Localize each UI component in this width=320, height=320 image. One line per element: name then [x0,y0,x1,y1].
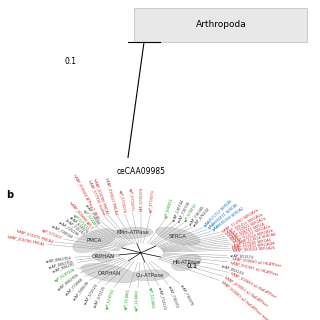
FancyBboxPatch shape [134,8,307,42]
Text: 1 hANP_111816 SERCA6: 1 hANP_111816 SERCA6 [233,232,276,246]
Text: 0.1: 0.1 [186,263,198,269]
Text: bhAP_715261: bhAP_715261 [64,218,86,236]
Text: agP_571515: agP_571515 [71,213,89,231]
Ellipse shape [112,228,153,238]
Text: ORPHAN: ORPHAN [92,254,115,259]
Text: agP_571507c: agP_571507c [128,188,134,212]
Text: agP_519710b: agP_519710b [54,268,76,283]
Text: anAP_728044: anAP_728044 [51,224,74,239]
Text: hANP_005504 ATPase1 (BHK): hANP_005504 ATPase1 (BHK) [73,173,101,221]
Text: 0.1: 0.1 [64,57,76,66]
Text: hANP_001997 a1 HK-ATPase: hANP_001997 a1 HK-ATPase [230,260,279,276]
Text: anAP_736385: anAP_736385 [188,204,205,226]
Ellipse shape [172,254,201,271]
Text: hANP_000660 a2 HK-ATPase: hANP_000660 a2 HK-ATPase [232,256,281,267]
Text: HK-ATPase: HK-ATPase [172,260,201,265]
Text: agP_571507b: agP_571507b [118,189,126,214]
Text: hANP_770921 SERCA1a: hANP_770921 SERCA1a [226,216,266,238]
Text: hANP_777036 SERCA6: hANP_777036 SERCA6 [231,237,271,248]
Text: anAP_773866: anAP_773866 [64,276,84,296]
Text: hAP_571507d: hAP_571507d [139,187,143,212]
Text: SERCA: SERCA [169,234,187,239]
Text: agP_519710: agP_519710 [105,288,115,310]
Ellipse shape [81,263,138,283]
Text: anAP_714666: anAP_714666 [84,203,100,226]
Text: agP_871507e: agP_871507e [149,189,155,213]
Ellipse shape [131,270,169,281]
Text: anAP_806291: anAP_806291 [52,261,76,273]
Text: agP_571507: agP_571507 [41,228,63,241]
Text: hANP_200786 PMCA1: hANP_200786 PMCA1 [92,178,109,215]
Text: agP_578012: agP_578012 [183,202,198,223]
Text: hANP_000688 APL7: hANP_000688 APL7 [69,201,94,230]
Text: dhAP_614670: dhAP_614670 [68,215,89,234]
Text: KMn-ATPase: KMn-ATPase [116,230,149,236]
Text: hANP_381413 SERCA2a: hANP_381413 SERCA2a [224,212,263,236]
Text: hANP_006786 PMCA1: hANP_006786 PMCA1 [7,234,45,246]
Text: anAP_806291b: anAP_806291b [56,272,79,291]
Text: hANP_631075 PMCA4: hANP_631075 PMCA4 [16,228,53,244]
Text: hANP_713760 SERCA2a: hANP_713760 SERCA2a [220,208,258,233]
Text: ceCAA09985: ceCAA09985 [116,167,165,176]
Text: hANP_737514 SERCA2b: hANP_737514 SERCA2b [232,228,273,244]
Text: hANP_500609 a1 NaK-ATPase: hANP_500609 a1 NaK-ATPase [230,271,277,299]
Text: hANP_500063 a2 NaK-ATPase magur: hANP_500063 a2 NaK-ATPase magur [220,280,272,320]
Text: agP_500411: agP_500411 [164,197,174,219]
Text: hANP_596741 SERCA: hANP_596741 SERCA [228,222,265,240]
Text: anAP_735976: anAP_735976 [179,284,194,307]
Text: anAP_712572: anAP_712572 [157,286,167,310]
Text: anAP_852103: anAP_852103 [221,263,245,275]
Text: b: b [6,190,13,200]
Text: hANP_200003 a1 NaK-ATPase: hANP_200003 a1 NaK-ATPase [224,275,269,307]
Ellipse shape [156,227,200,245]
Text: anAP_806291c: anAP_806291c [48,259,74,269]
Text: gAA6655390 SERCA2: gAA6655390 SERCA2 [212,207,245,232]
Text: anAP_572524: anAP_572524 [83,283,98,305]
Text: anAP_735972: anAP_735972 [167,285,179,309]
Text: PMCA: PMCA [87,238,102,243]
Text: gAA4571717 SERCA1: gAA4571717 SERCA1 [204,199,234,228]
Text: anAP_725290: anAP_725290 [58,220,80,237]
Text: anAP_730745: anAP_730745 [177,199,191,223]
Text: agP_113061: agP_113061 [124,288,131,310]
Text: Arthropoda: Arthropoda [196,20,246,29]
Text: agP_113060: agP_113060 [135,289,140,311]
Text: agP_572283: agP_572283 [82,208,98,228]
Text: anAP_572125: anAP_572125 [92,284,106,308]
Text: gAA6655071 SERCA1: gAA6655071 SERCA1 [208,203,239,230]
Text: anAP_811574: anAP_811574 [229,253,254,259]
Text: anAP_806291d: anAP_806291d [45,255,72,263]
Text: agP_511860: agP_511860 [148,287,154,309]
Text: dhAP_130744: dhAP_130744 [171,198,184,222]
Text: hANP_969104 SERCA26: hANP_969104 SERCA26 [233,245,275,252]
Text: ORPHAN: ORPHAN [98,271,121,276]
Text: hANP_177112 SERCA2a: hANP_177112 SERCA2a [230,224,271,242]
Text: anAP_599638: anAP_599638 [72,280,90,301]
Text: anAP_676432: anAP_676432 [192,206,211,228]
Ellipse shape [73,229,116,252]
Text: hANP_777012 SERCAOM: hANP_777012 SERCAOM [232,241,276,250]
Text: Cu-ATPase: Cu-ATPase [136,273,164,278]
Ellipse shape [93,251,113,262]
Text: hANP_293013 PMCA4: hANP_293013 PMCA4 [104,177,118,215]
Text: hANP_577916 orphan: hANP_577916 orphan [87,180,105,217]
